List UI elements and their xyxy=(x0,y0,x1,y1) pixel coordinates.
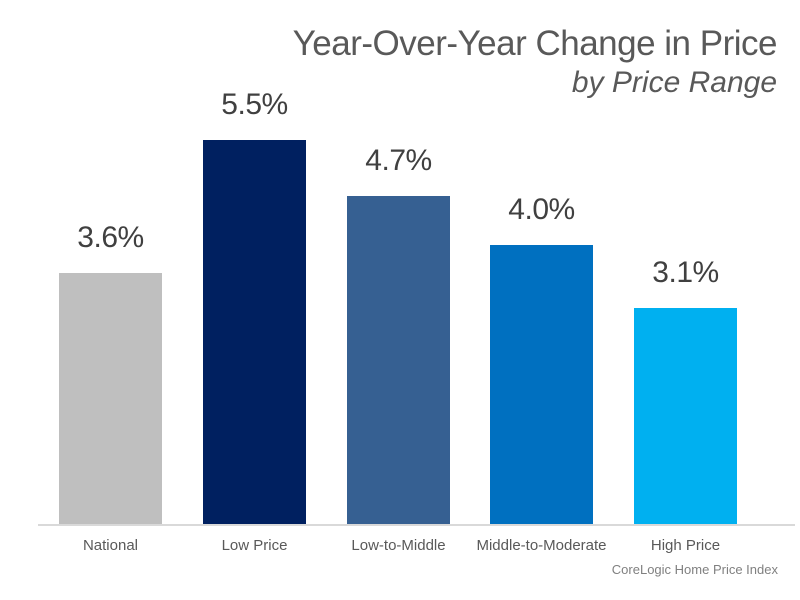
bar-value-label: 3.1% xyxy=(652,256,719,289)
category-label: Low Price xyxy=(221,537,288,554)
chart-subtitle: by Price Range xyxy=(571,66,777,100)
category-label: National xyxy=(82,537,139,554)
bar-low-price xyxy=(203,140,306,525)
x-axis-line xyxy=(38,524,795,526)
bar-column: 4.0% xyxy=(490,193,593,525)
bar-national xyxy=(59,273,162,525)
category-label: Middle-to-Moderate xyxy=(476,537,607,554)
bar-low-to-middle xyxy=(347,196,450,525)
bar-column: 5.5% xyxy=(203,88,306,525)
source-note: CoreLogic Home Price Index xyxy=(611,562,778,577)
bar-column: 3.6% xyxy=(59,221,162,525)
category-label: High Price xyxy=(650,537,721,554)
bar-value-label: 4.7% xyxy=(365,144,432,177)
chart-title: Year-Over-Year Change in Price xyxy=(292,24,778,63)
bar-value-label: 4.0% xyxy=(508,193,575,226)
chart-header: Year-Over-Year Change in Price by Price … xyxy=(0,24,778,100)
category-label: Low-to-Middle xyxy=(351,537,446,554)
bar-high-price xyxy=(634,308,737,525)
bar-middle-to-moderate xyxy=(490,245,593,525)
bar-value-label: 5.5% xyxy=(221,88,288,121)
bar-column: 3.1% xyxy=(634,256,737,525)
bar-value-label: 3.6% xyxy=(77,221,144,254)
bar-column: 4.7% xyxy=(347,144,450,525)
